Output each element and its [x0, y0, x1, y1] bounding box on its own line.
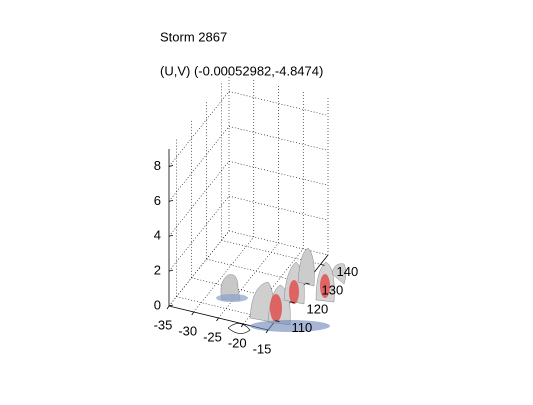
x-tick [240, 323, 244, 328]
grid-line [228, 91, 329, 116]
isosurface-blob [297, 247, 315, 287]
y-tick [290, 301, 295, 304]
isosurface-core [289, 280, 299, 304]
grid-line [243, 248, 304, 325]
contour [227, 323, 251, 334]
z-tick-label: 2 [154, 263, 161, 278]
grid-line [228, 126, 329, 151]
chart-subtitle: (U,V) (-0.00052982,-4.8474) [160, 63, 323, 78]
x-tick [191, 311, 195, 316]
z-tick-label: 6 [154, 193, 161, 208]
grid-line [228, 160, 329, 186]
grid-line [228, 230, 329, 256]
x-tick-label: -30 [178, 323, 197, 338]
y-tick-label: 120 [307, 301, 329, 316]
x-tick [265, 329, 269, 334]
isosurface-base [250, 320, 330, 332]
y-tick-label: 110 [292, 320, 313, 335]
z-tick-label: 4 [154, 228, 161, 243]
x-tick-label: -20 [228, 335, 247, 350]
x-tick-label: -25 [203, 329, 222, 344]
grid-line [228, 195, 329, 221]
isosurface-base [216, 294, 248, 302]
grid-line [168, 91, 230, 167]
x-tick [166, 305, 170, 310]
z-tick [168, 199, 174, 202]
z-tick [168, 269, 174, 272]
isosurfaces [216, 247, 347, 334]
x-tick [216, 317, 219, 322]
isosurface-blob [220, 274, 241, 301]
isosurface-core [270, 294, 282, 322]
z-tick [168, 304, 174, 307]
x-tick-label: -15 [253, 341, 272, 356]
z-tick [168, 165, 174, 167]
grid-line [168, 126, 230, 202]
chart-title: Storm 2867 [160, 29, 227, 44]
isosurface-blob [331, 263, 347, 285]
y-tick [275, 320, 280, 323]
grid-line [168, 230, 230, 307]
y-tick [305, 282, 310, 285]
grid-line [168, 161, 230, 237]
y-tick-label: 130 [322, 283, 344, 298]
z-tick-label: 8 [154, 158, 161, 173]
axis-labels: -35 -30 -25 -20 -15 110 120 130 140 0 2 4 6 8 [154, 158, 359, 357]
z-tick-label: 0 [154, 297, 161, 312]
x-tick-label: -35 [154, 317, 173, 332]
y-tick-label: 140 [337, 264, 359, 279]
grid-line [218, 242, 279, 319]
y-tick [320, 263, 325, 266]
grid-line [168, 195, 230, 272]
grid-line [193, 236, 254, 313]
z-tick [168, 234, 174, 237]
isosurface-core [320, 274, 330, 298]
